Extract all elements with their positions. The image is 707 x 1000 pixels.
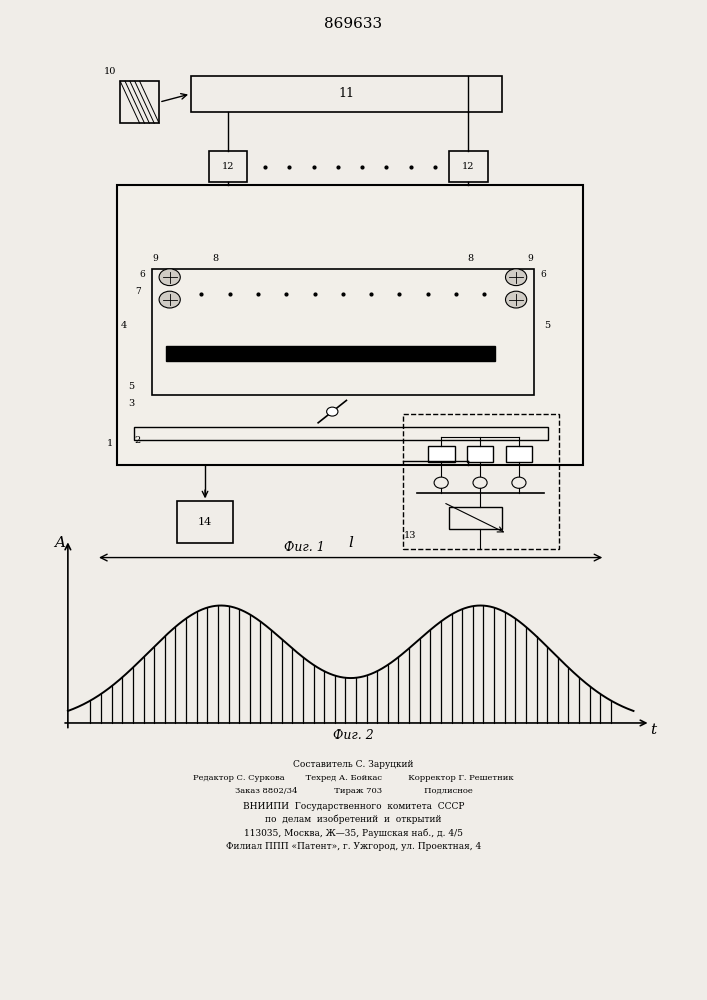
Text: 8: 8 (467, 254, 473, 263)
Text: 13: 13 (404, 531, 416, 540)
Text: Филиал ППП «Патент», г. Ужгород, ул. Проектная, 4: Филиал ППП «Патент», г. Ужгород, ул. Про… (226, 842, 481, 851)
Text: 6: 6 (541, 270, 547, 279)
Text: 113035, Москва, Ж—35, Раушская наб., д. 4/5: 113035, Москва, Ж—35, Раушская наб., д. … (244, 828, 463, 838)
Text: 9: 9 (153, 254, 158, 263)
Text: A: A (54, 536, 65, 550)
Bar (120, 81, 159, 123)
Bar (191, 76, 502, 112)
Bar (117, 185, 583, 465)
Text: 12: 12 (462, 162, 474, 171)
Bar (506, 446, 532, 462)
Text: 5: 5 (128, 382, 134, 391)
Bar (449, 507, 502, 529)
Text: 11: 11 (339, 87, 354, 100)
Text: Редактор С. Суркова        Техред А. Бойкас          Корректор Г. Решетник: Редактор С. Суркова Техред А. Бойкас Кор… (193, 774, 514, 782)
Text: 5: 5 (544, 321, 551, 330)
Text: 2: 2 (134, 436, 141, 445)
Bar (177, 501, 233, 543)
Text: Фиг. 2: Фиг. 2 (333, 729, 374, 742)
Text: 8: 8 (213, 254, 218, 263)
Text: 869633: 869633 (325, 17, 382, 31)
Bar (209, 151, 247, 182)
Bar (134, 427, 548, 440)
Text: 7: 7 (136, 287, 141, 296)
Text: ВНИИПИ  Государственного  комитета  СССР: ВНИИПИ Государственного комитета СССР (243, 802, 464, 811)
Text: Составитель С. Заруцкий: Составитель С. Заруцкий (293, 760, 414, 769)
Text: 6: 6 (139, 270, 145, 279)
Text: по  делам  изобретений  и  открытий: по делам изобретений и открытий (265, 815, 442, 824)
Bar (449, 151, 488, 182)
Bar (166, 346, 495, 361)
Circle shape (506, 291, 527, 308)
Text: Фиг. 1: Фиг. 1 (284, 541, 325, 554)
Bar (152, 269, 534, 395)
Text: 3: 3 (128, 399, 134, 408)
Text: Заказ 8802/34              Тираж 703                Подлисное: Заказ 8802/34 Тираж 703 Подлисное (235, 787, 472, 795)
Text: 7: 7 (385, 346, 392, 355)
Text: 14: 14 (198, 517, 212, 527)
Bar (428, 446, 455, 462)
Circle shape (327, 407, 338, 416)
Bar (403, 414, 559, 549)
Text: 10: 10 (104, 67, 117, 76)
Text: 12: 12 (222, 162, 234, 171)
Text: t: t (650, 723, 656, 737)
Text: l: l (349, 536, 353, 550)
Circle shape (159, 269, 180, 286)
Text: 1: 1 (107, 439, 113, 448)
Bar (467, 446, 493, 462)
Text: 4: 4 (121, 321, 127, 330)
Text: 9: 9 (527, 254, 533, 263)
Circle shape (159, 291, 180, 308)
Circle shape (506, 269, 527, 286)
